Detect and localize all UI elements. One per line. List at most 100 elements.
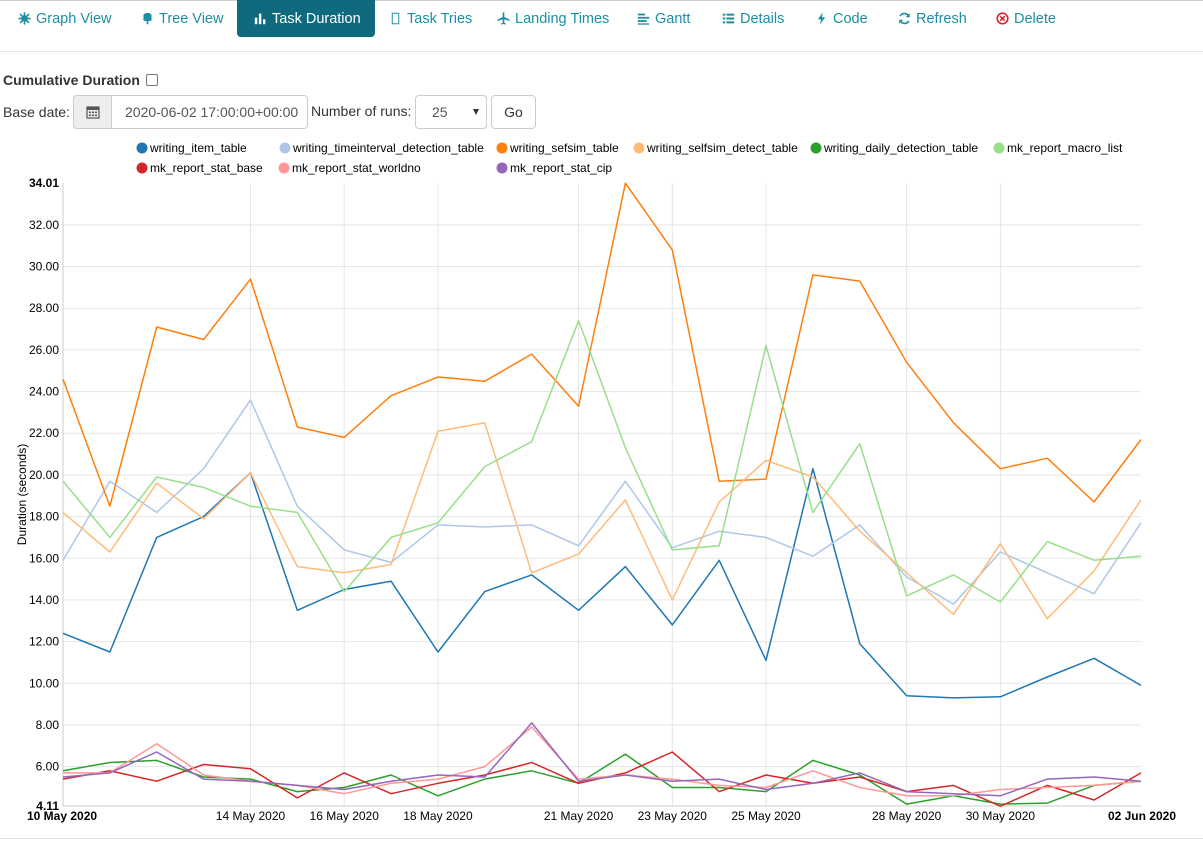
chart-grid [62,183,1141,807]
series-line-writing_selfsim_detect_table [62,422,1142,620]
legend-swatch [278,162,290,174]
bolt-icon [817,12,826,25]
base-date-input[interactable]: 2020-06-02 17:00:00+00:00 [111,95,308,129]
y-tick-label: 12.00 [29,635,59,649]
tab-task-duration[interactable]: Task Duration [237,0,375,37]
y-tick-label: 18.00 [29,510,59,524]
legend-item[interactable]: writing_daily_detection_table [810,141,979,155]
chart-legend: writing_item_table writing_timeinterval_d… [136,141,1124,175]
x-tick-label: 23 May 2020 [638,809,708,823]
y-tick-label: 8.00 [36,718,60,732]
chart-series [62,182,1142,807]
y-tick-label: 20.00 [29,468,59,482]
legend-item[interactable]: mk_report_stat_worldno [278,161,422,175]
graph-icon [18,12,31,25]
number-of-runs-select[interactable]: 25 [415,95,487,129]
legend-swatch [633,142,645,154]
tab-details[interactable]: Details [722,0,784,37]
plane-icon [497,12,510,25]
legend-label: mk_report_stat_base [150,161,263,175]
y-tick-label: 14.00 [29,593,59,607]
tab-task-tries[interactable]: Task Tries [389,0,472,37]
cumulative-duration-control: Cumulative Duration [3,72,158,88]
chevron-down-icon [473,109,479,115]
y-tick-label: 22.00 [29,426,59,440]
go-button[interactable]: Go [491,95,536,129]
tab-gantt[interactable]: Gantt [637,0,690,37]
tab-label: Task Duration [272,10,361,27]
legend-label: mk_report_stat_cip [510,161,612,175]
base-date-label-wrap: Base date: [3,95,70,129]
series-line-mk_report_stat_base [62,751,1142,807]
y-tick-label: 10.00 [29,676,59,690]
y-tick-label: 30.00 [29,260,59,274]
legend-item[interactable]: mk_report_macro_list [993,141,1124,155]
x-tick-label: 21 May 2020 [544,809,614,823]
series-line-writing_item_table [62,467,1142,699]
x-tick-label: 16 May 2020 [310,809,380,823]
legend-item[interactable]: writing_sefsim_table [496,141,620,155]
legend-label: writing_item_table [149,141,247,155]
top-divider [0,0,1203,1]
tab-label: Code [833,10,868,27]
bar-chart-icon [254,13,266,25]
y-tick-label: 16.00 [29,551,59,565]
tab-label: Details [740,10,785,27]
cumulative-duration-label: Cumulative Duration [3,72,140,88]
list-icon [722,13,735,24]
tries-icon [391,12,400,25]
tab-graph-view[interactable]: Graph View [18,0,112,37]
legend-item[interactable]: mk_report_stat_base [136,161,264,175]
series-line-writing_daily_detection_table [62,753,1142,805]
series-line-mk_report_stat_cip [62,722,1142,797]
x-tick-label: 18 May 2020 [403,809,473,823]
x-axis: 14 May 2020 16 May 2020 18 May 2020 21 May … [27,809,1176,823]
x-tick-label: 30 May 2020 [966,809,1036,823]
x-tick-label: 14 May 2020 [216,809,286,823]
legend-item[interactable]: mk_report_stat_cip [496,161,613,175]
refresh-icon [899,12,910,25]
task-duration-chart: writing_item_table writing_timeinterval_d… [15,141,1176,823]
legend-item[interactable]: writing_timeinterval_detection_table [279,141,485,155]
number-of-runs-value: 25 [432,104,448,120]
series-line-writing_sefsim_table [62,182,1142,507]
legend-item[interactable]: writing_item_table [136,141,248,155]
legend-item[interactable]: writing_selfsim_detect_table [633,141,799,155]
x-end-label: 02 Jun 2020 [1108,809,1176,823]
series-line-mk_report_macro_list [62,319,1142,603]
legend-label: writing_selfsim_detect_table [646,141,798,155]
legend-swatch [136,162,148,174]
x-tick-label: 28 May 2020 [872,809,942,823]
legend-label: mk_report_stat_worldno [292,161,421,175]
y-min-label: 4.11 [36,799,59,813]
cumulative-duration-checkbox[interactable] [145,74,158,86]
legend-label: writing_sefsim_table [509,141,619,155]
view-tabs-bar: Graph View Tree View Task Duration Task … [0,0,1203,52]
tab-label: Landing Times [515,10,610,27]
tab-landing-times[interactable]: Landing Times [497,0,609,37]
legend-swatch [993,142,1005,154]
y-axis: 6.00 8.00 10.00 12.00 14.00 16.00 18.00 20.00 22… [29,176,59,813]
legend-label: mk_report_macro_list [1007,141,1123,155]
tab-refresh[interactable]: Refresh [898,0,967,37]
tree-icon [143,12,152,25]
series-line-writing_timeinterval_detection_table [62,399,1142,605]
legend-swatch [496,162,508,174]
tab-tree-view[interactable]: Tree View [141,0,223,37]
tab-delete[interactable]: Delete [996,0,1056,37]
calendar-button[interactable] [73,95,112,129]
y-tick-label: 24.00 [29,385,59,399]
y-tick-label: 6.00 [36,760,60,774]
tab-code[interactable]: Code [815,0,868,37]
legend-swatch [279,142,291,154]
base-date-label: Base date: [3,104,70,120]
tab-label: Delete [1014,10,1056,27]
number-of-runs-label: Number of runs: [311,103,412,119]
y-tick-label: 32.00 [29,218,59,232]
tab-label: Tree View [159,10,224,27]
legend-label: writing_timeinterval_detection_table [292,141,484,155]
series-line-mk_report_stat_worldno [63,726,1142,797]
calendar-icon [85,106,100,119]
legend-swatch [810,142,822,154]
legend-label: writing_daily_detection_table [823,141,978,155]
